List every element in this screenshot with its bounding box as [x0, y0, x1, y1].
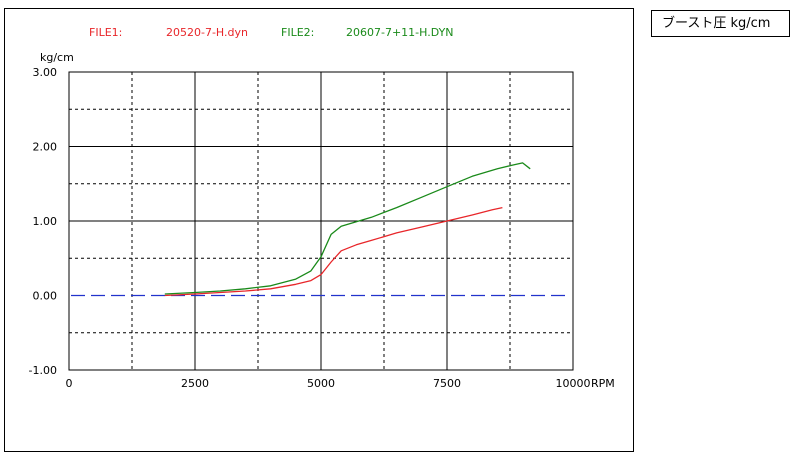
y-tick-label: 0.00 — [33, 290, 58, 303]
y-axis-unit-label: kg/cm — [40, 51, 74, 64]
x-tick-label: 0 — [66, 377, 73, 390]
grid — [68, 71, 574, 371]
legend-file2-name: 20607-7+11-H.DYN — [346, 26, 454, 39]
series-line-2 — [164, 162, 531, 295]
y-tick-label: -1.00 — [29, 364, 57, 377]
x-tick-label: 2500 — [181, 377, 209, 390]
legend-file2-label: FILE2: — [281, 26, 314, 39]
y-tick-label: 3.00 — [33, 66, 58, 79]
legend-file1-label: FILE1: — [89, 26, 122, 39]
y-tick-label: 2.00 — [33, 141, 58, 154]
measurement-title: ブースト圧 kg/cm — [662, 16, 771, 31]
boost-pressure-chart: FILE1: 20520-7-H.dyn FILE2: 20607-7+11-H… — [29, 26, 615, 390]
x-tick-label: 7500 — [433, 377, 461, 390]
y-tick-label: 1.00 — [33, 215, 58, 228]
x-tick-label: 5000 — [307, 377, 335, 390]
x-tick-label: 10000 — [556, 377, 591, 390]
series — [164, 162, 531, 297]
x-axis-label: RPM — [591, 377, 615, 390]
chart-panel: FILE1: 20520-7-H.dyn FILE2: 20607-7+11-H… — [4, 8, 634, 452]
legend-file1-name: 20520-7-H.dyn — [166, 26, 248, 39]
tick-labels: -1.00 0.00 1.00 2.00 3.00 0 2500 5000 7500 10000 — [29, 66, 591, 390]
measurement-title-box: ブースト圧 kg/cm — [651, 10, 790, 37]
series-line-1 — [164, 206, 503, 297]
legend: FILE1: 20520-7-H.dyn FILE2: 20607-7+11-H… — [89, 26, 454, 39]
